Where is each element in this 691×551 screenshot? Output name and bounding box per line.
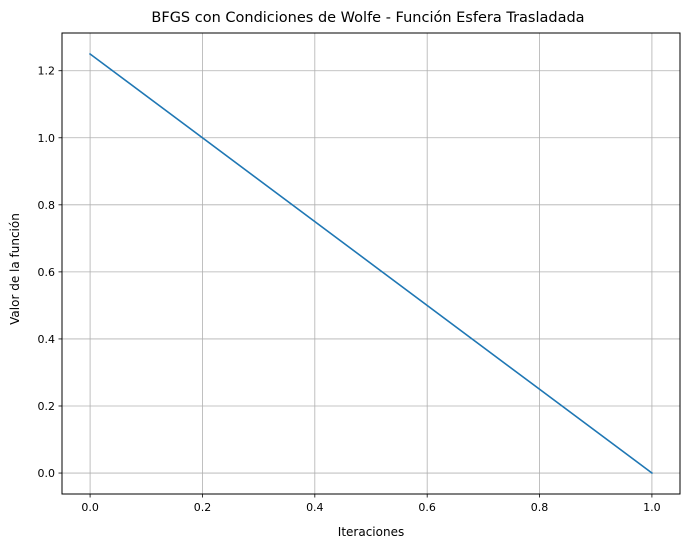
x-tick-label: 0.8 <box>531 501 549 514</box>
x-tick-label: 0.4 <box>306 501 324 514</box>
y-tick-label: 0.8 <box>38 199 56 212</box>
grid-lines <box>62 33 680 494</box>
x-axis-label: Iteraciones <box>338 525 404 539</box>
x-tick-label: 0.0 <box>81 501 99 514</box>
y-tick-label: 0.0 <box>38 467 56 480</box>
y-tick-label: 0.2 <box>38 400 56 413</box>
x-tick-label: 1.0 <box>643 501 661 514</box>
series-layer <box>88 52 654 475</box>
y-tick-label: 1.2 <box>38 65 56 78</box>
x-tick-label: 0.6 <box>418 501 436 514</box>
chart-title: BFGS con Condiciones de Wolfe - Función … <box>151 10 584 26</box>
y-axis-label: Valor de la función <box>8 213 22 325</box>
y-tick-label: 1.0 <box>38 132 56 145</box>
y-tick-label: 0.6 <box>38 266 56 279</box>
plot-area-frame <box>61 32 681 495</box>
y-tick-label: 0.4 <box>38 333 56 346</box>
series-line <box>88 52 654 475</box>
axis-ticks: 0.0 0.2 0.4 0.6 0.8 1.0 0.0 0.2 0.4 0.6 0.8 1.0 1.2 <box>38 65 661 514</box>
x-tick-label: 0.2 <box>194 501 212 514</box>
